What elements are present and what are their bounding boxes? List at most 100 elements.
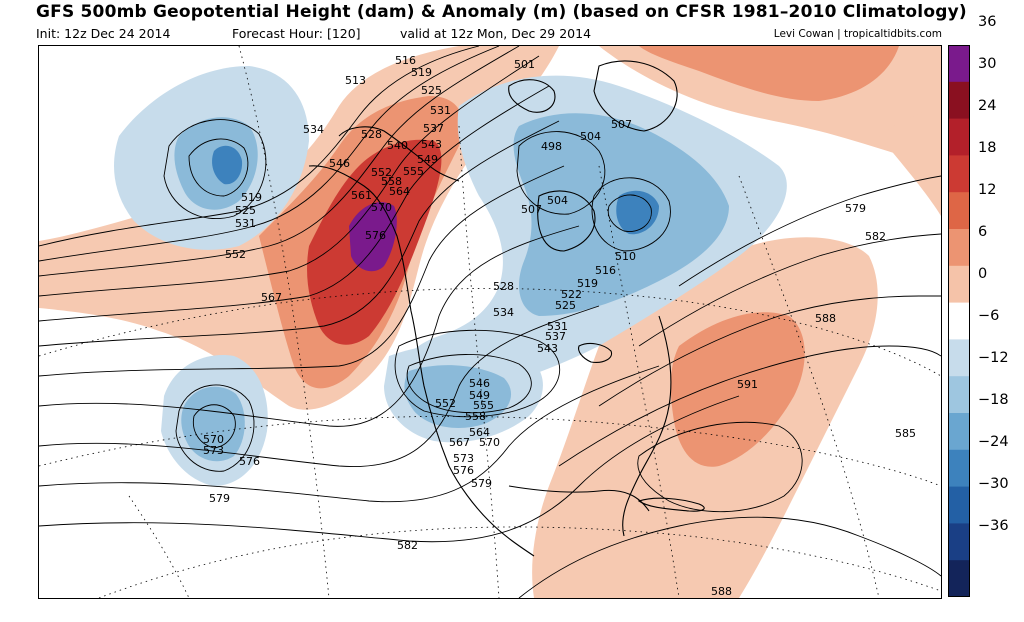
contour-label: 552 [371, 166, 392, 179]
contour-label: 531 [430, 104, 451, 117]
contour-line [188, 138, 249, 197]
contour-label: 570 [371, 201, 392, 214]
colorbar-label: 0 [978, 266, 988, 282]
colorbar-label: 18 [978, 140, 997, 156]
colorbar-swatch [948, 376, 970, 414]
contour-label: 528 [361, 128, 382, 141]
contour-label: 516 [395, 54, 416, 67]
contour-line [598, 295, 941, 407]
contour-label: 516 [595, 264, 616, 277]
colorbar-border [948, 45, 970, 597]
contour-label: 534 [493, 306, 514, 319]
arctic-islands [508, 79, 556, 113]
map-panel: 516 519 525 513 501 531 537 543 549 534 … [38, 45, 942, 599]
lat-lon-grid [39, 46, 941, 598]
contour-label: 507 [521, 203, 542, 216]
contour-label: 528 [493, 280, 514, 293]
contour-label: 510 [615, 250, 636, 263]
contour-label: 564 [389, 185, 410, 198]
colorbar-label: −24 [978, 434, 1009, 450]
contour-label: 573 [203, 444, 224, 457]
contour-line [192, 404, 236, 449]
colorbar-label: −12 [978, 350, 1009, 366]
colorbar-label: −6 [978, 308, 1000, 324]
contour-label: 525 [555, 299, 576, 312]
north-ridge-mid [639, 46, 899, 101]
contour-line [39, 46, 520, 277]
anomaly-map: 516 519 525 513 501 531 537 543 549 534 … [39, 46, 941, 598]
contour-line [591, 177, 671, 252]
init-time: Init: 12z Dec 24 2014 [36, 26, 171, 41]
contour-label: 534 [303, 123, 324, 136]
contour-line [558, 345, 941, 467]
contour-label: 552 [225, 248, 246, 261]
pacific-low-mid [181, 386, 245, 462]
contour-line [39, 365, 660, 503]
contour-label: 558 [465, 410, 486, 423]
contour-label: 570 [203, 433, 224, 446]
contour-label: 549 [469, 389, 490, 402]
contour-label: 513 [345, 74, 366, 87]
colorbar-swatch [948, 560, 970, 597]
colorbar-label: −36 [978, 518, 1009, 534]
canada-trough-dark [616, 190, 659, 235]
contour-label: 537 [545, 330, 566, 343]
contour-line [638, 233, 941, 347]
contour-labels: 516 519 525 513 501 531 537 543 549 534 … [203, 54, 916, 598]
colorbar-swatch [948, 523, 970, 561]
contour-label: 555 [473, 399, 494, 412]
contour-line [39, 165, 565, 377]
contour-label: 585 [895, 427, 916, 440]
hudson-bay [537, 190, 596, 252]
contour-label: 522 [561, 288, 582, 301]
colorbar-swatch [948, 229, 970, 267]
contour-label: 570 [479, 436, 500, 449]
colorbar-label: 6 [978, 224, 988, 240]
contour-label: 579 [209, 492, 230, 505]
north-america-west-coast [308, 165, 535, 557]
colorbar-swatch [948, 155, 970, 193]
contour-label: 567 [449, 436, 470, 449]
cuba [637, 497, 705, 512]
east-coast [622, 315, 672, 537]
colorbar-label: 30 [978, 56, 997, 72]
gulf-coast [508, 485, 650, 512]
contour-line [607, 194, 652, 232]
contour-label: 555 [403, 165, 424, 178]
contour-line [39, 120, 560, 347]
contour-label: 531 [235, 217, 256, 230]
contour-label: 561 [351, 189, 372, 202]
contour-label: 582 [397, 539, 418, 552]
credit-text: Levi Cowan | tropicaltidbits.com [773, 28, 942, 40]
colorbar-swatch [948, 118, 970, 156]
right-ridge [879, 106, 941, 216]
contour-line [637, 421, 803, 513]
contour-label: 579 [845, 202, 866, 215]
colorbar-swatch [948, 302, 970, 340]
contour-line [39, 225, 580, 427]
contour-label: 576 [239, 455, 260, 468]
contour-label: 504 [580, 130, 601, 143]
contour-label: 525 [421, 84, 442, 97]
contour-label: 501 [514, 58, 535, 71]
colorbar-swatch [948, 486, 970, 524]
contour-label: 588 [815, 312, 836, 325]
contour-label: 579 [471, 477, 492, 490]
contour-label: 519 [411, 66, 432, 79]
contour-label: 573 [453, 452, 474, 465]
contour-label: 588 [711, 585, 732, 598]
contour-label: 558 [381, 175, 402, 188]
contour-line [518, 516, 941, 598]
contour-line [39, 55, 540, 297]
chart-title: GFS 500mb Geopotential Height (dam) & An… [36, 2, 967, 22]
colorbar-label: −18 [978, 392, 1009, 408]
colorbar-swatch [948, 192, 970, 230]
atlantic-ridge-mid [670, 312, 805, 467]
colorbar-swatch [948, 81, 970, 120]
colorbar-label: −30 [978, 476, 1009, 492]
height-contours [39, 46, 941, 598]
greenland [593, 60, 678, 132]
contour-line [39, 46, 480, 247]
contour-line [39, 46, 500, 262]
great-lakes [578, 342, 613, 363]
